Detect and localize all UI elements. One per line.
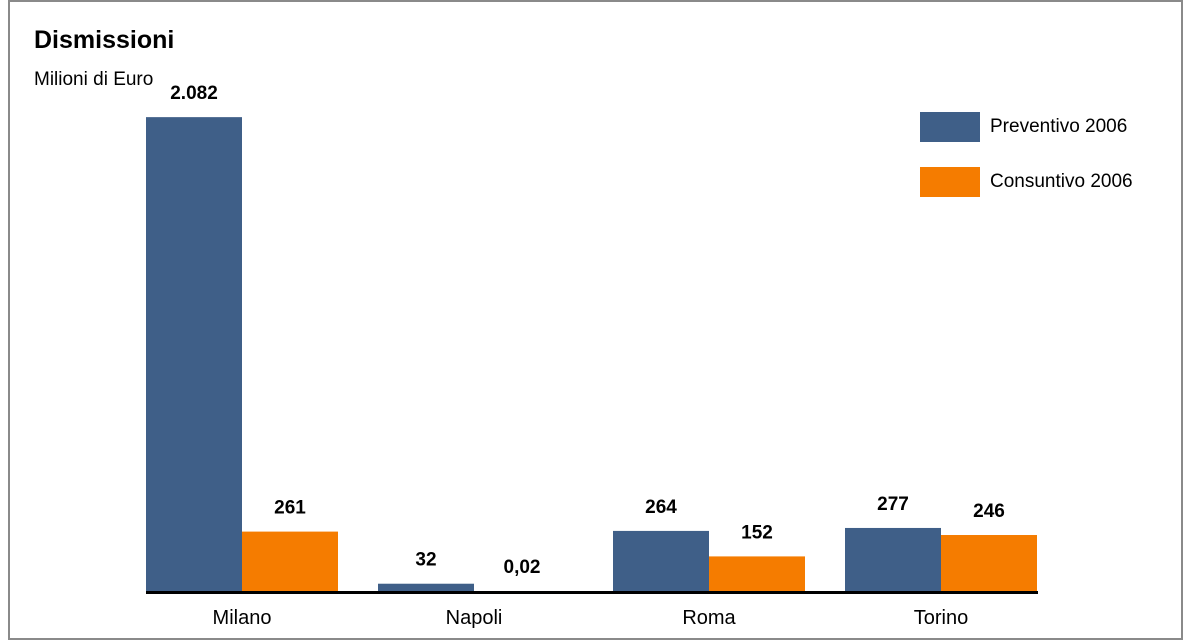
x-tick-label-torino: Torino — [914, 607, 968, 629]
bar-roma-preventivo-2006 — [613, 530, 709, 591]
data-label-napoli-preventivo-2006: 32 — [415, 550, 436, 571]
x-tick-label-milano: Milano — [213, 607, 272, 629]
bar-torino-consuntivo-2006 — [941, 535, 1037, 591]
bar-milano-preventivo-2006 — [146, 117, 242, 591]
x-tick-label-roma: Roma — [682, 607, 736, 629]
legend-swatch-preventivo — [920, 112, 980, 142]
data-label-napoli-consuntivo-2006: 0,02 — [504, 557, 541, 578]
data-label-roma-consuntivo-2006: 152 — [741, 522, 773, 543]
data-label-milano-consuntivo-2006: 261 — [274, 498, 306, 519]
bar-napoli-preventivo-2006 — [378, 583, 474, 591]
legend-item-preventivo: Preventivo 2006 — [920, 112, 1127, 142]
x-tick-label-napoli: Napoli — [446, 607, 503, 629]
bar-milano-consuntivo-2006 — [242, 531, 338, 591]
chart-title: Dismissioni — [34, 26, 175, 54]
legend-label-consuntivo: Consuntivo 2006 — [990, 171, 1133, 192]
bar-roma-consuntivo-2006 — [709, 556, 805, 591]
data-label-torino-preventivo-2006: 277 — [877, 494, 909, 515]
bar-chart: 2.082 261 Milano 32 0,02 Napoli 264 152 Roma 277 2… — [146, 83, 1038, 629]
chart-frame: Dismissioni Milioni di Euro Preventivo 2… — [8, 0, 1183, 640]
data-label-roma-preventivo-2006: 264 — [645, 497, 677, 518]
data-label-milano-preventivo-2006: 2.082 — [170, 83, 218, 104]
legend-swatch-consuntivo — [920, 167, 980, 197]
bar-torino-preventivo-2006 — [845, 527, 941, 591]
legend-item-consuntivo: Consuntivo 2006 — [920, 167, 1133, 197]
data-label-torino-consuntivo-2006: 246 — [973, 501, 1005, 522]
chart-subtitle: Milioni di Euro — [34, 69, 154, 90]
legend-label-preventivo: Preventivo 2006 — [990, 116, 1128, 137]
